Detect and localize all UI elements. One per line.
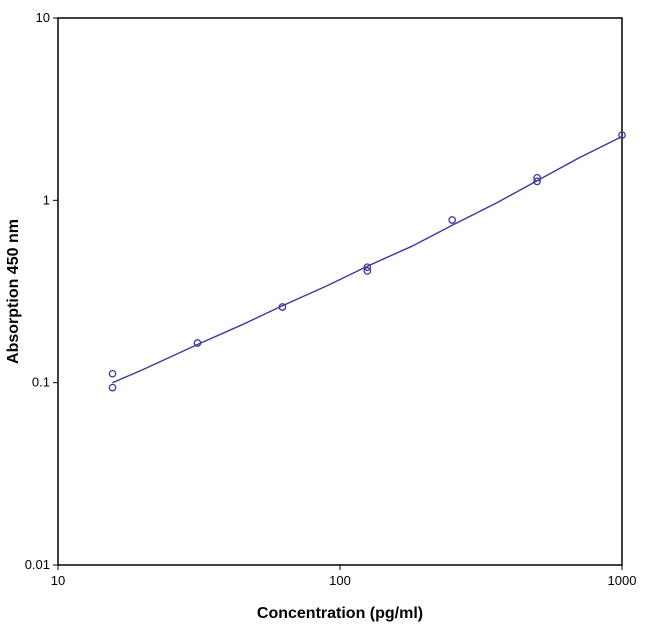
data-point [363,267,372,275]
data-point [108,369,117,378]
x-tick-label: 1000 [608,573,637,588]
data-point [108,383,117,392]
y-tick-label: 0.1 [32,375,50,390]
data-point [363,263,372,272]
data-point [448,216,457,224]
y-tick-label: 1 [43,192,50,207]
y-axis-ticks: 0.01 0.1 1 10 [25,10,58,572]
data-point [193,339,202,347]
data-points-layer [108,131,626,392]
data-point [278,303,287,311]
x-axis-ticks: 10 100 1000 [51,565,637,588]
plot-area-frame [57,17,623,566]
x-tick-label: 10 [51,573,65,588]
x-axis-title: Concentration (pg/ml) [257,605,423,622]
fit-curve-line [112,135,623,384]
y-axis-title: Absorption 450 nm [5,219,22,364]
y-tick-label: 10 [36,10,50,25]
y-tick-label: 0.01 [25,557,50,572]
fit-curve-layer [112,135,623,384]
data-point [533,173,541,182]
data-point [618,131,626,139]
x-tick-label: 100 [329,573,351,588]
data-point [533,177,541,186]
